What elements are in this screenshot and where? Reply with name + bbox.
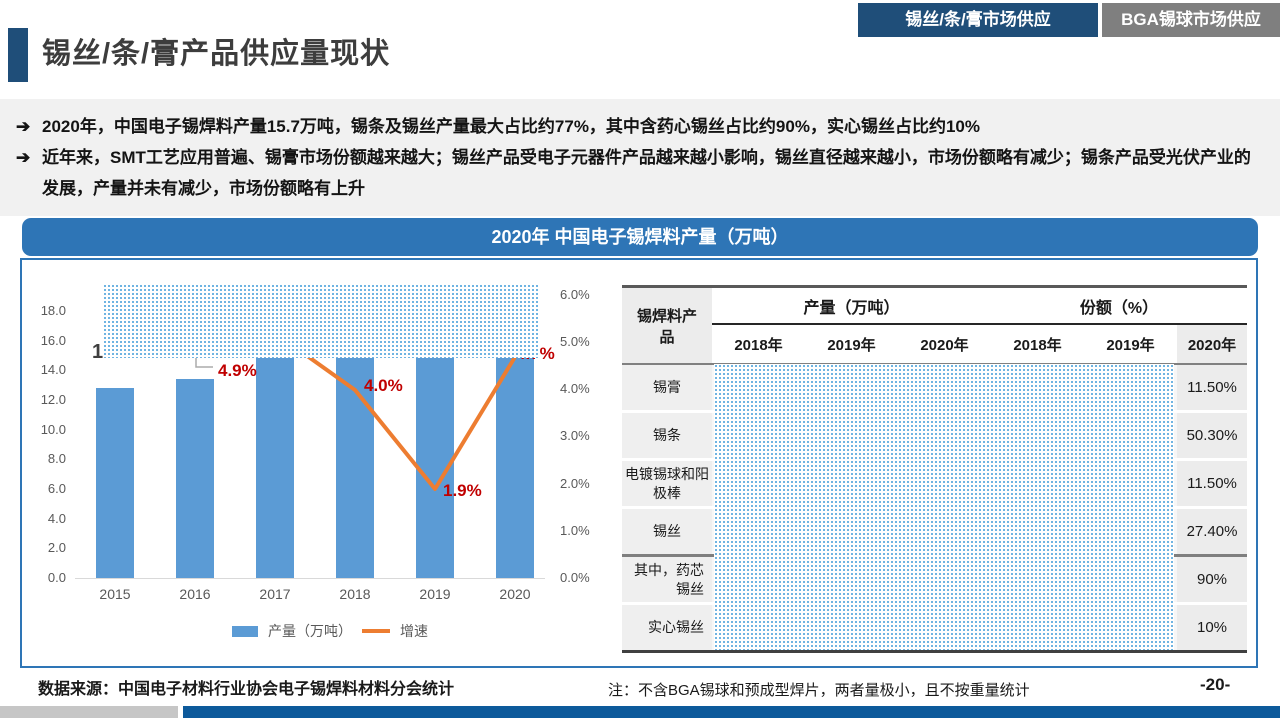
chart-data-mask [103, 284, 540, 358]
table-bottom-border [622, 650, 1247, 653]
table-row-label: 锡膏 [622, 365, 712, 410]
table-header-year: 2020年 [920, 336, 969, 354]
y-axis-tick: 4.0 [47, 511, 66, 526]
legend-bar-swatch [232, 625, 258, 637]
chart-title-banner: 2020年 中国电子锡焊料产量（万吨） [22, 218, 1258, 256]
bottom-bar-blue [183, 706, 1280, 718]
table-header-share-group: 份额（%） [991, 288, 1247, 325]
bar-2020 [496, 350, 534, 578]
data-source-note: 数据来源：中国电子材料行业协会电子锡焊料材料分会统计 [38, 681, 455, 698]
legend-line-swatch [362, 629, 390, 633]
x-axis-label: 2017 [259, 586, 291, 602]
bullet-item: ➔ 2020年，中国电子锡焊料产量15.7万吨，锡条及锡丝产量最大占比约77%，… [16, 111, 1264, 142]
footnote: 注：不含BGA锡球和预成型焊片，两者量极小，且不按重量统计 [608, 682, 1030, 699]
table-row-label: 锡丝 [622, 509, 712, 554]
summary-bullets: ➔ 2020年，中国电子锡焊料产量15.7万吨，锡条及锡丝产量最大占比约77%，… [0, 99, 1280, 216]
page-number: -20- [1200, 675, 1231, 694]
bar-2015 [96, 388, 134, 578]
table-header-production-group: 产量（万吨） [712, 288, 991, 325]
table-header-year-2020-share: 2020年 [1177, 325, 1247, 363]
tab-bga-ball-supply[interactable]: BGA锡球市场供应 [1102, 3, 1280, 37]
y-axis-right-tick: 4.0% [560, 381, 590, 396]
x-axis-label: 2016 [179, 586, 211, 602]
x-axis-label: 2019 [419, 586, 451, 602]
arrow-icon: ➔ [16, 148, 31, 167]
y-axis-tick: 8.0 [47, 451, 66, 466]
table-row-share-value: 10% [1177, 605, 1247, 650]
table-row-share-value: 50.30% [1177, 413, 1247, 458]
y-axis-right-tick: 5.0% [560, 334, 590, 349]
table-data-mask [714, 364, 1174, 650]
y-axis-tick: 6.0 [47, 481, 66, 496]
y-axis-right-tick: 2.0% [560, 476, 590, 491]
growth-label-2019: 1.9% [443, 481, 482, 500]
table-row-label: 实心锡丝 [622, 605, 712, 650]
tab-wire-bar-paste-supply[interactable]: 锡丝/条/膏市场供应 [858, 3, 1098, 37]
bar-2017 [256, 352, 294, 578]
y-axis-tick: 0.0 [47, 570, 66, 585]
growth-label-2018: 4.0% [364, 376, 403, 395]
x-axis-label: 2020 [499, 586, 531, 602]
table-row-share-value: 11.50% [1177, 461, 1247, 506]
bar-2019 [416, 351, 454, 578]
legend-label-production: 产量（万吨） [268, 623, 352, 639]
y-axis-right-tick: 0.0% [560, 570, 590, 585]
bullet-item: ➔ 近年来，SMT工艺应用普遍、锡膏市场份额越来越大；锡丝产品受电子元器件产品越… [16, 142, 1264, 204]
x-axis-label: 2015 [99, 586, 131, 602]
bottom-bar-gray [0, 706, 178, 718]
x-axis-label: 2018 [339, 586, 371, 602]
arrow-icon: ➔ [16, 117, 31, 136]
y-axis-right-tick: 1.0% [560, 523, 590, 538]
table-top-border [622, 285, 1247, 288]
table-header-year: 2019年 [827, 336, 876, 354]
y-axis-tick: 18.0 [40, 303, 66, 318]
y-axis-right-tick: 3.0% [560, 428, 590, 443]
legend-label-growth: 增速 [400, 623, 428, 639]
page-title: 锡丝/条/膏产品供应量现状 [42, 38, 391, 70]
table-row-label: 其中，药芯锡丝 [622, 557, 712, 602]
table-row-label: 电镀锡球和阳极棒 [622, 461, 712, 506]
solder-products-table: 锡焊料产品 产量（万吨） 份额（%） 2018年 2019年 2020年 201… [622, 285, 1247, 653]
y-axis-tick: 14.0 [40, 362, 66, 377]
table-row-share-value: 27.40% [1177, 509, 1247, 554]
table-header-product: 锡焊料产品 [622, 288, 712, 363]
table-row-share-value: 11.50% [1177, 365, 1247, 410]
x-axis-line [75, 578, 545, 579]
y-axis-tick: 2.0 [47, 540, 66, 555]
table-header-year: 2018年 [1013, 336, 1062, 354]
table-header-year: 2018年 [734, 336, 783, 354]
table-row-label: 锡条 [622, 413, 712, 458]
y-axis-tick: 10.0 [40, 422, 66, 437]
bar-2016 [176, 379, 214, 578]
y-axis-tick: 12.0 [40, 392, 66, 407]
table-header-year: 2019年 [1106, 336, 1155, 354]
title-accent-bar [8, 28, 28, 82]
y-axis-tick: 16.0 [40, 333, 66, 348]
growth-label-2016: 4.9% [218, 361, 257, 380]
table-row-share-value: 90% [1177, 557, 1247, 602]
bullet-text: 2020年，中国电子锡焊料产量15.7万吨，锡条及锡丝产量最大占比约77%，其中… [42, 117, 980, 136]
chart-legend: 产量（万吨） 增速 [150, 621, 510, 641]
bullet-text: 近年来，SMT工艺应用普遍、锡膏市场份额越来越大；锡丝产品受电子元器件产品越来越… [42, 148, 1251, 198]
y-axis-right-tick: 6.0% [560, 287, 590, 302]
